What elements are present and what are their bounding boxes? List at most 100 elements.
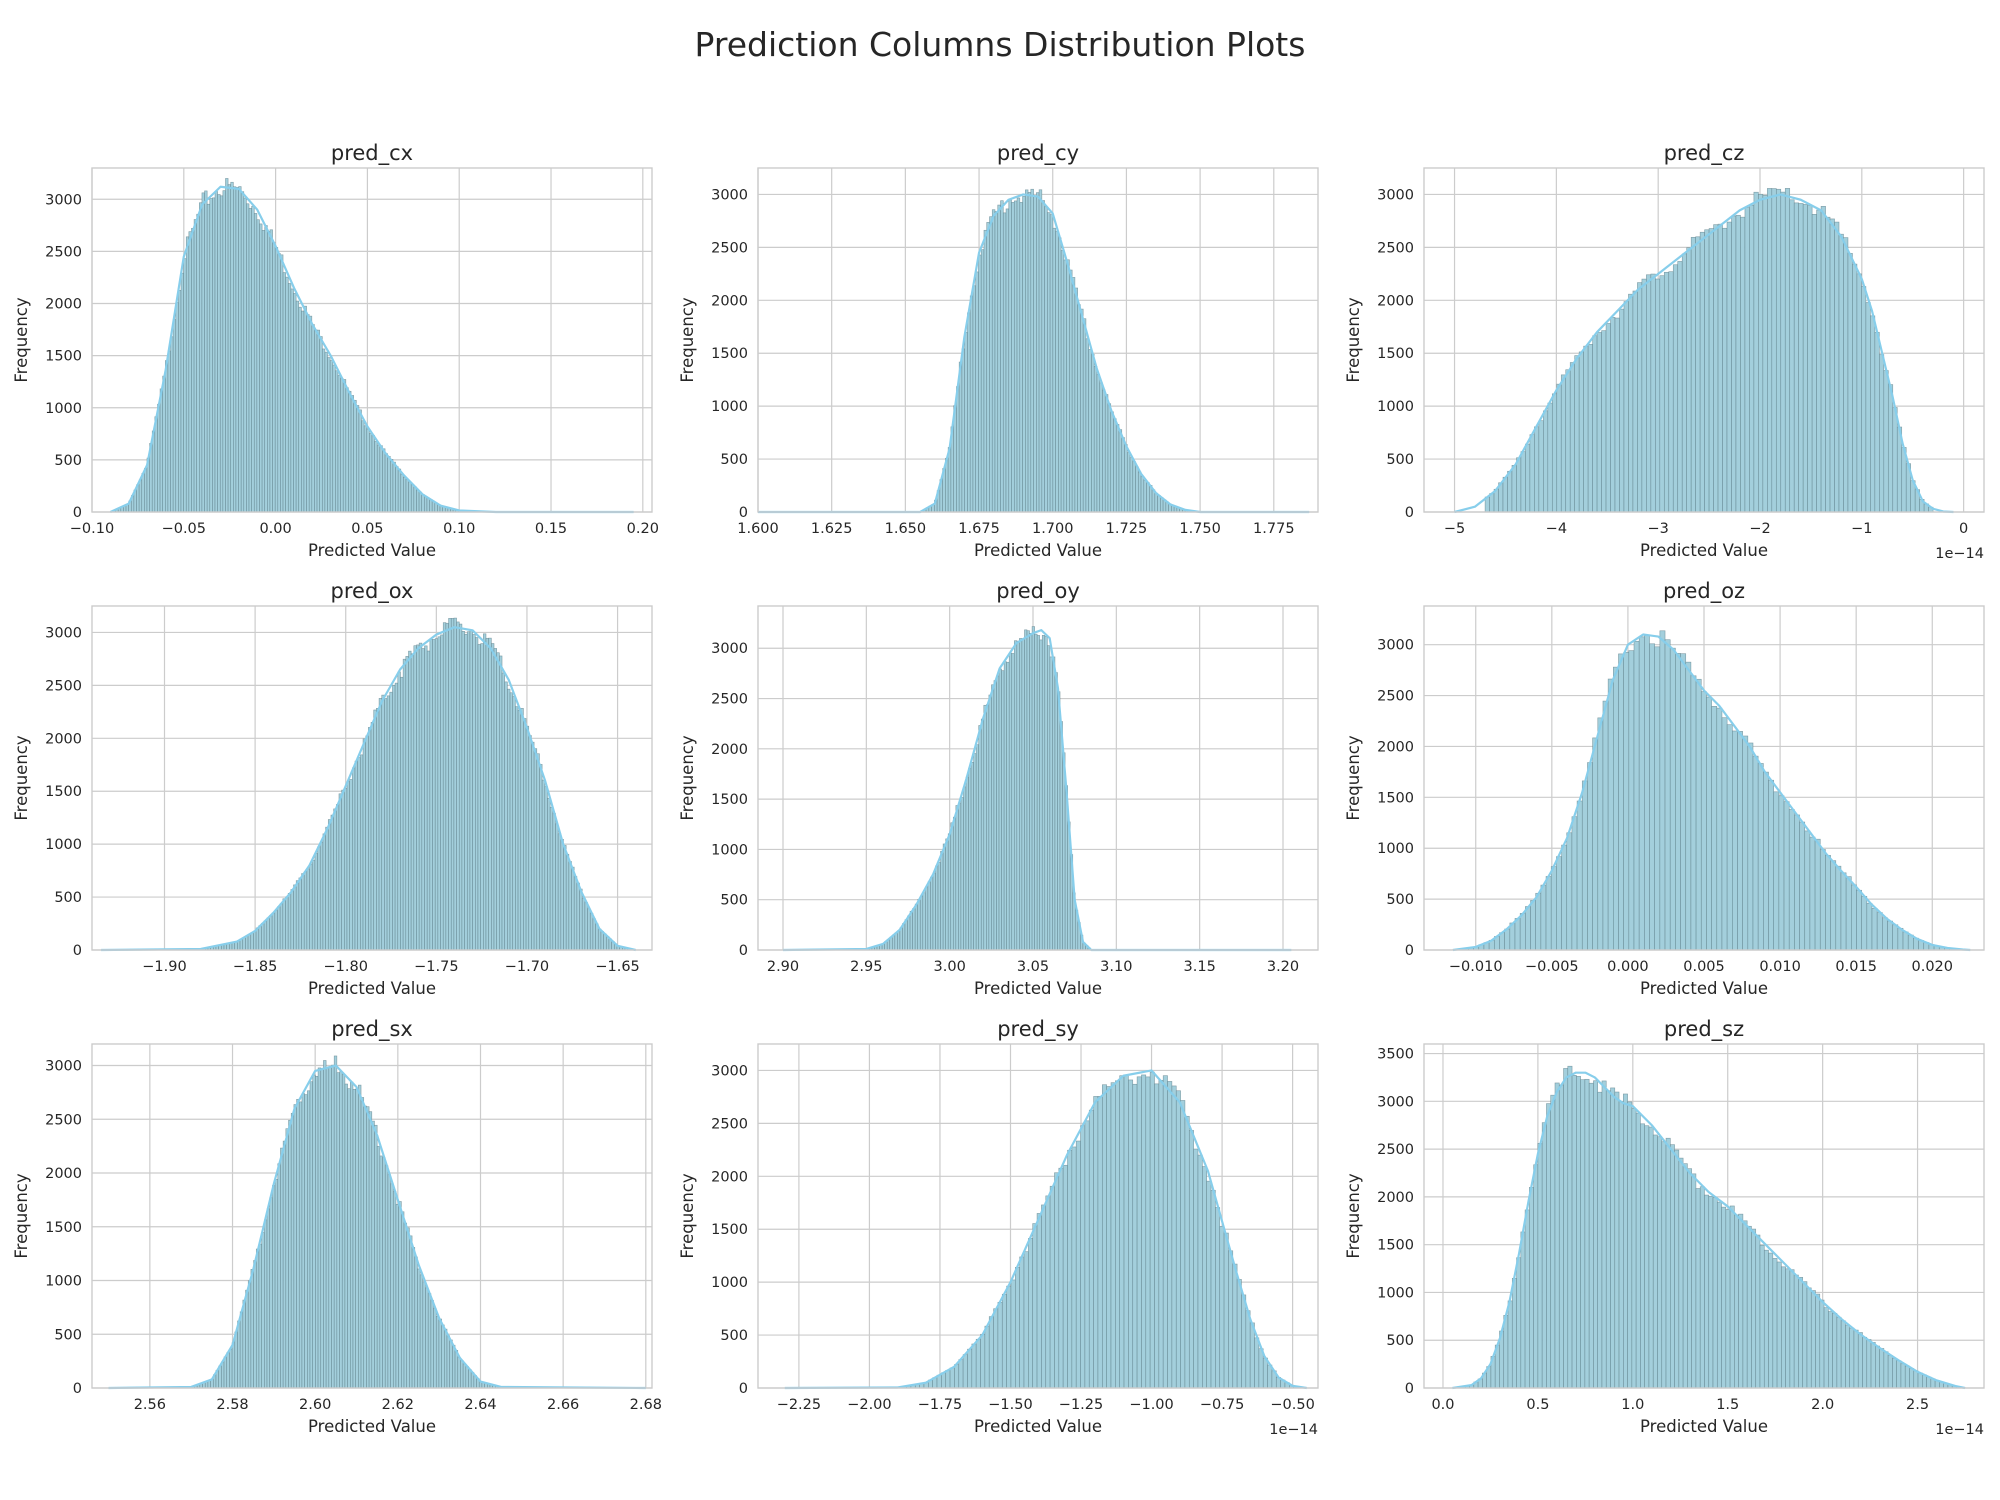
histogram-bar xyxy=(531,741,535,951)
y-tick-label: 500 xyxy=(720,893,748,909)
histogram-bar xyxy=(1060,250,1065,513)
subplot-title: pred_cy xyxy=(997,141,1079,166)
x-tick-label: 1.650 xyxy=(885,521,927,537)
histogram-bar xyxy=(984,1325,990,1389)
histogram-bar xyxy=(958,802,962,951)
histogram-bar xyxy=(1158,1079,1164,1389)
histogram-bar xyxy=(434,638,439,951)
histogram-bar xyxy=(973,753,977,951)
histogram-bar xyxy=(1228,1250,1234,1389)
histogram-bar xyxy=(222,190,226,513)
histogram-bar xyxy=(410,653,415,951)
histogram-bar xyxy=(1623,1093,1628,1389)
histogram-bar xyxy=(1519,913,1526,951)
histogram-bar xyxy=(446,1335,450,1389)
histogram-bar xyxy=(978,725,982,951)
kde-curve xyxy=(1454,193,1954,514)
histogram-bar xyxy=(1029,633,1033,951)
histogram-bar xyxy=(317,1067,322,1389)
histogram-bar xyxy=(958,361,963,513)
histogram-bar xyxy=(1537,1143,1543,1389)
histogram-bar xyxy=(256,219,260,513)
x-tick-label: −1.50 xyxy=(988,1397,1032,1413)
x-tick-label: 2.56 xyxy=(134,1397,166,1413)
histogram-bar xyxy=(277,1163,281,1389)
histogram-bar xyxy=(280,1147,284,1389)
histogram-bar xyxy=(402,658,407,951)
histogram-bar xyxy=(368,1111,373,1389)
x-tick-label: 0.15 xyxy=(535,521,567,537)
histogram-bar xyxy=(998,668,1002,951)
x-tick-label: −1.90 xyxy=(142,959,186,975)
histogram-bar xyxy=(894,932,898,951)
x-tick-label: 3.20 xyxy=(1267,959,1299,975)
histogram-bar xyxy=(1759,1244,1765,1389)
histogram-bar xyxy=(350,1081,354,1389)
histogram-bar xyxy=(387,456,391,513)
y-axis-label: Frequency xyxy=(1344,1173,1363,1258)
histogram-bar xyxy=(975,271,979,513)
histogram-bar xyxy=(1024,629,1028,951)
histogram-bar xyxy=(1687,1168,1692,1389)
y-axis-label: Frequency xyxy=(678,735,697,820)
histogram-bar xyxy=(1635,1112,1641,1389)
y-tick-label: 1500 xyxy=(1377,790,1414,806)
histogram-bar xyxy=(188,231,192,513)
histogram-bar xyxy=(371,435,375,513)
x-axis-label: Predicted Value xyxy=(1640,1417,1768,1436)
histogram-bar xyxy=(253,930,257,951)
histogram-bar xyxy=(1088,1109,1094,1389)
histogram-bars xyxy=(1452,630,1971,951)
histogram-bar xyxy=(1690,675,1697,951)
axes-frame xyxy=(757,1043,1319,1389)
histogram-bar xyxy=(541,779,546,951)
x-tick-label: −1 xyxy=(1851,521,1872,537)
histogram-bar xyxy=(312,1074,316,1389)
histogram-bar xyxy=(1049,656,1053,951)
histogram-bar xyxy=(1866,1339,1872,1389)
histogram-bar xyxy=(1682,1163,1688,1389)
histogram-bar xyxy=(382,1157,386,1389)
histogram-bar xyxy=(1685,661,1692,951)
x-tick-label: −3 xyxy=(1647,521,1668,537)
histogram-bar xyxy=(997,204,1001,513)
histogram-bar xyxy=(430,1300,434,1389)
subplot-title: pred_sz xyxy=(1664,1017,1744,1042)
histogram-bar xyxy=(949,1367,955,1389)
histogram-bar xyxy=(1254,1337,1260,1389)
y-tick-label: 2000 xyxy=(1377,1190,1414,1206)
histogram-bar xyxy=(1870,315,1876,513)
histogram-bar xyxy=(1785,1268,1791,1389)
histogram-bar xyxy=(295,880,300,951)
histogram-bar xyxy=(1143,479,1147,513)
histogram-bar xyxy=(1708,228,1714,513)
subplot-pred-cz: −5 −4 −3 −2 −1 0 0 500 1000 1500 2000 2500 3000 pred_… xyxy=(1344,141,1985,562)
histogram-bar xyxy=(429,639,433,951)
histogram-bar xyxy=(547,797,551,951)
histogram-bar xyxy=(1180,1100,1186,1389)
histogram-bar xyxy=(927,881,931,951)
y-tick-label: 2500 xyxy=(1377,1142,1414,1158)
histogram-bar xyxy=(226,1352,230,1389)
histogram-bar xyxy=(523,718,527,951)
histogram-bar xyxy=(458,623,463,951)
histogram-bar xyxy=(1704,229,1710,513)
histogram-bar xyxy=(1049,214,1054,513)
histogram-bar xyxy=(1816,209,1822,513)
histogram-bar xyxy=(1084,1120,1090,1389)
histogram-bar xyxy=(395,466,399,513)
histogram-bar xyxy=(308,315,313,513)
histogram-bar xyxy=(240,191,245,513)
histogram-bar xyxy=(1113,418,1117,513)
histogram-bar xyxy=(919,895,924,951)
x-tick-label: 0.10 xyxy=(443,521,475,537)
histogram-bar xyxy=(1126,452,1131,513)
histogram-bar xyxy=(424,495,428,513)
x-axis-label: Predicted Value xyxy=(308,1417,436,1436)
histogram-bar xyxy=(277,253,281,513)
histogram-bar xyxy=(1669,647,1676,951)
histogram-bar xyxy=(1580,1079,1586,1389)
histogram-bar xyxy=(970,762,974,951)
histogram-bar xyxy=(397,468,402,513)
histogram-bar xyxy=(941,1372,947,1389)
